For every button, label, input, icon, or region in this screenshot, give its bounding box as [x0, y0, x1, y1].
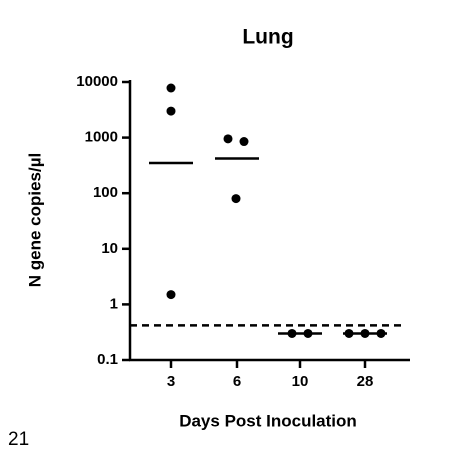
- data-point: [166, 106, 176, 116]
- y-tick-label: 10000: [76, 73, 118, 90]
- chart-title: Lung: [242, 26, 293, 49]
- data-point: [166, 290, 176, 300]
- y-tick-label: 1: [110, 295, 118, 312]
- y-axis-label: N gene copies/µl: [25, 153, 44, 288]
- x-tick-label: 28: [357, 373, 374, 390]
- page-label: 21: [8, 429, 29, 450]
- y-tick-label: 100: [93, 184, 118, 201]
- x-tick-label: 6: [233, 373, 241, 390]
- x-tick-label: 10: [292, 373, 309, 390]
- data-point: [239, 137, 249, 147]
- data-point: [166, 83, 176, 93]
- x-axis-label: Days Post Inoculation: [179, 411, 357, 430]
- y-tick-label: 1000: [85, 129, 118, 146]
- data-point: [231, 194, 241, 204]
- y-tick-label: 10: [101, 240, 118, 257]
- data-point: [223, 134, 233, 144]
- x-tick-label: 3: [167, 373, 175, 390]
- y-tick-label: 0.1: [97, 351, 118, 368]
